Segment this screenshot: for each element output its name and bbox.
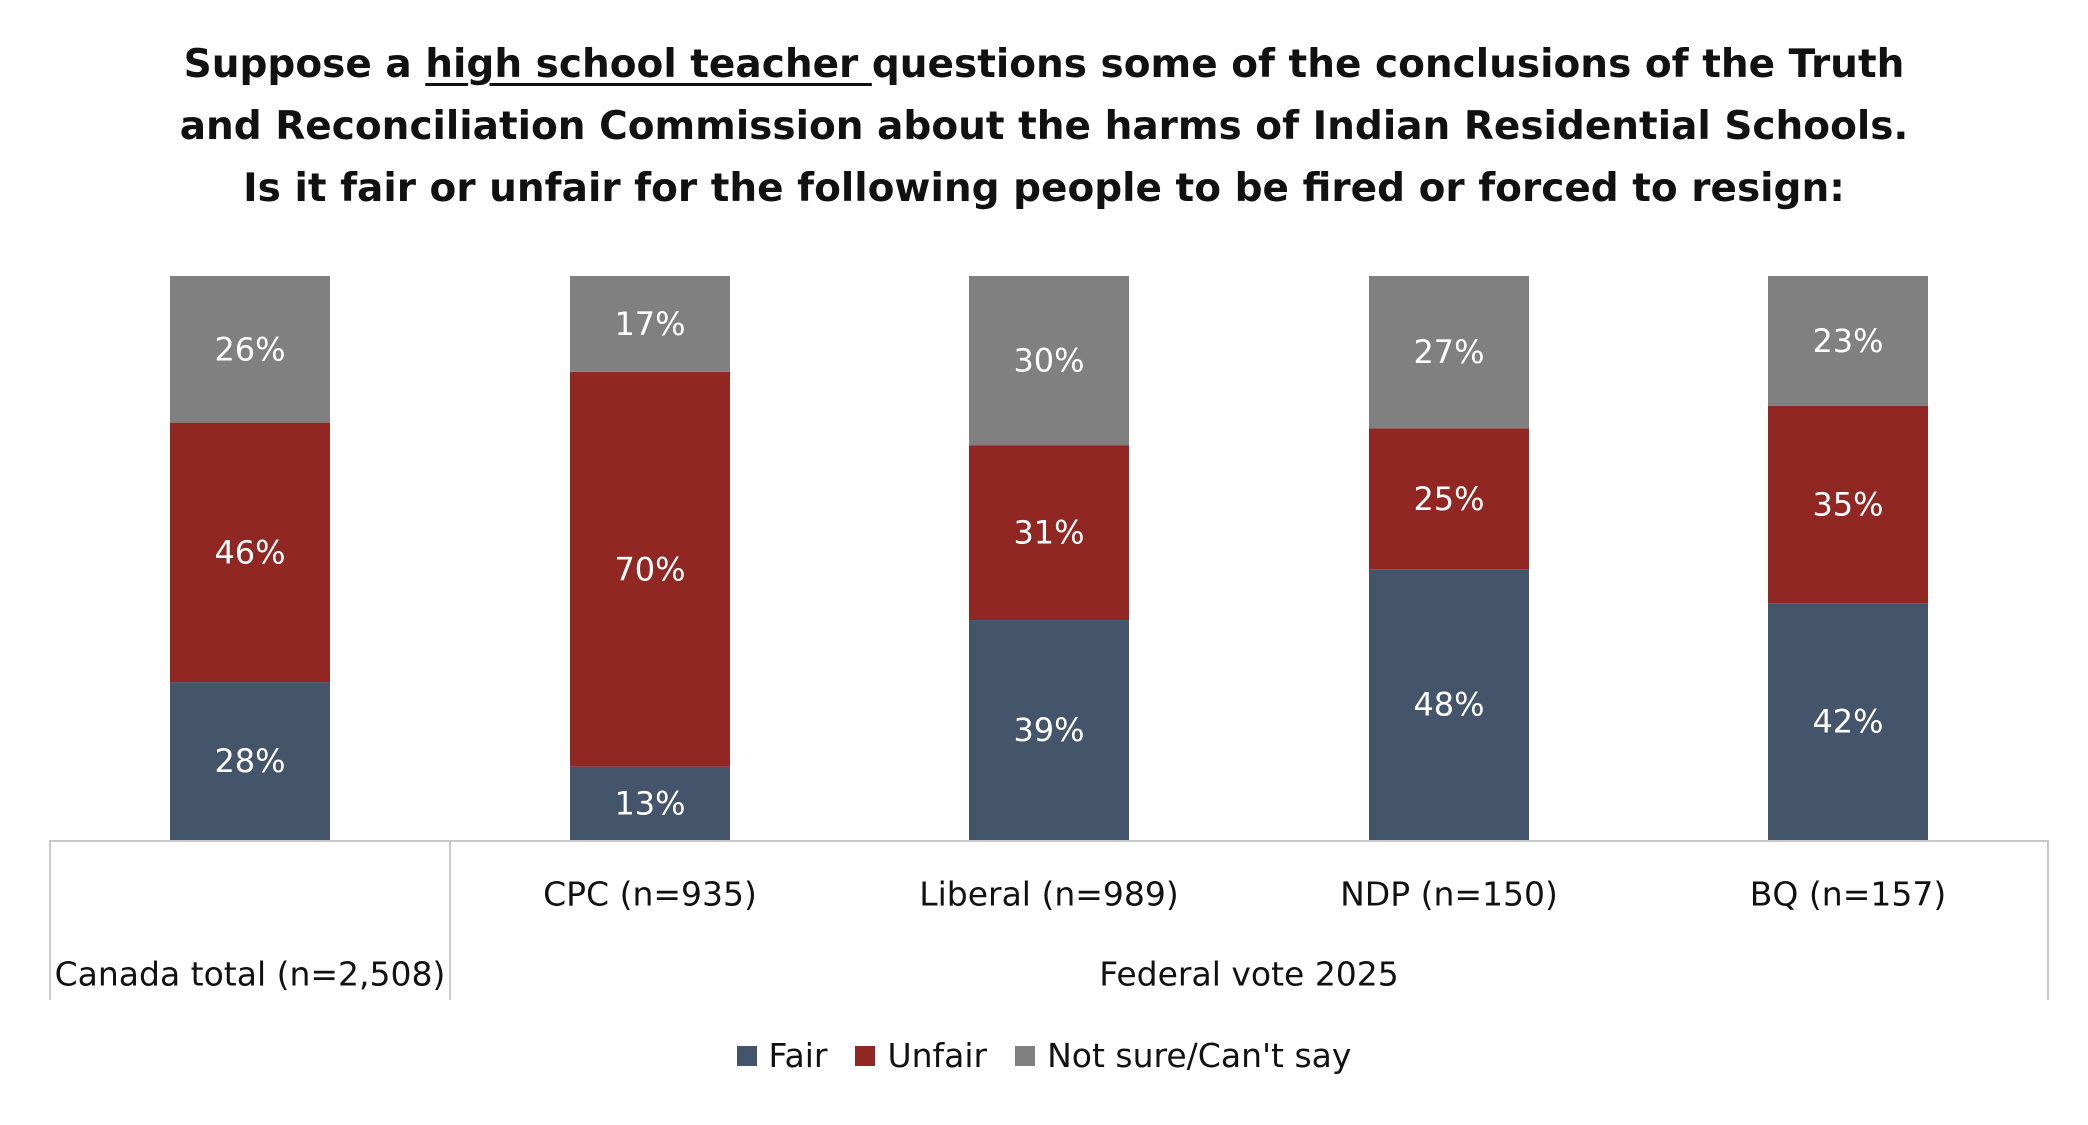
data-label-unfair-2: 31% <box>1013 514 1084 552</box>
legend-item-not-sure: Not sure/Can't say <box>1015 1036 1351 1075</box>
title-underlined-phrase: high school teacher <box>425 42 872 87</box>
category-label-3: NDP (n=150) <box>1340 875 1558 914</box>
bar-segment-not-sure-0 <box>170 276 330 423</box>
data-label-fair-3: 48% <box>1413 686 1484 724</box>
title-line-3: Is it fair or unfair for the following p… <box>243 166 1845 211</box>
legend-swatch <box>1015 1045 1036 1066</box>
legend-label: Not sure/Can't say <box>1047 1036 1352 1075</box>
data-label-not-sure-4: 23% <box>1812 322 1883 360</box>
data-label-unfair-3: 25% <box>1413 480 1484 518</box>
category-label-4: BQ (n=157) <box>1750 875 1946 914</box>
group-label-0: Canada total (n=2,508) <box>55 955 446 994</box>
legend-label: Unfair <box>887 1036 988 1075</box>
title-line-1: Suppose a high school teacher questions … <box>0 34 2088 96</box>
bar-segment-unfair-1 <box>570 371 730 767</box>
legend-item-unfair: Unfair <box>855 1036 987 1075</box>
bar-segment-unfair-3 <box>1369 428 1529 570</box>
legend-swatch <box>855 1045 876 1066</box>
legend-swatch <box>736 1045 757 1066</box>
bar-segment-unfair-4 <box>1768 405 1928 604</box>
group-label-1: Federal vote 2025 <box>1099 955 1399 994</box>
title-part-1: Suppose a <box>183 42 426 87</box>
category-axis: CPC (n=935) Liberal (n=989) NDP (n=150) BQ … <box>49 840 2049 1000</box>
bar-segment-not-sure-4 <box>1768 276 1928 406</box>
title-part-2: questions some of the conclusions of the… <box>871 42 1905 87</box>
data-label-not-sure-3: 27% <box>1413 333 1484 371</box>
data-label-unfair-4: 35% <box>1812 485 1883 523</box>
bar-segment-fair-2 <box>969 620 1129 840</box>
bar-segment-fair-0 <box>170 682 330 840</box>
data-labels-layer: 28% 46% 26% 13% 70% 17% 39% 31% 30% 48% 25% 27% 42% 3… <box>214 305 1883 822</box>
legend-item-fair: Fair <box>736 1036 828 1075</box>
legend-label: Fair <box>768 1036 828 1075</box>
data-label-fair-2: 39% <box>1013 711 1084 749</box>
data-label-not-sure-2: 30% <box>1013 342 1084 380</box>
legend: Fair Unfair Not sure/Can't say <box>0 1036 2088 1075</box>
data-label-unfair-0: 46% <box>214 533 285 571</box>
bar-segment-not-sure-1 <box>570 276 730 372</box>
bar-segment-not-sure-3 <box>1369 276 1529 429</box>
chart-title: Suppose a high school teacher questions … <box>0 34 2088 220</box>
bar-segment-unfair-2 <box>969 445 1129 621</box>
data-label-not-sure-0: 26% <box>214 330 285 368</box>
bars-layer <box>170 276 1928 840</box>
title-line-2: and Reconciliation Commission about the … <box>179 104 1909 149</box>
data-label-fair-4: 42% <box>1812 703 1883 741</box>
bar-segment-fair-3 <box>1369 569 1529 840</box>
bar-segment-unfair-0 <box>170 422 330 683</box>
data-label-fair-0: 28% <box>214 742 285 780</box>
bar-segment-fair-4 <box>1768 603 1928 840</box>
data-label-unfair-1: 70% <box>614 550 685 588</box>
category-label-2: Liberal (n=989) <box>919 875 1179 914</box>
data-label-not-sure-1: 17% <box>614 305 685 343</box>
bar-segment-not-sure-2 <box>969 276 1129 446</box>
category-label-1: CPC (n=935) <box>543 875 757 914</box>
data-label-fair-1: 13% <box>614 784 685 822</box>
bar-segment-fair-1 <box>570 766 730 840</box>
